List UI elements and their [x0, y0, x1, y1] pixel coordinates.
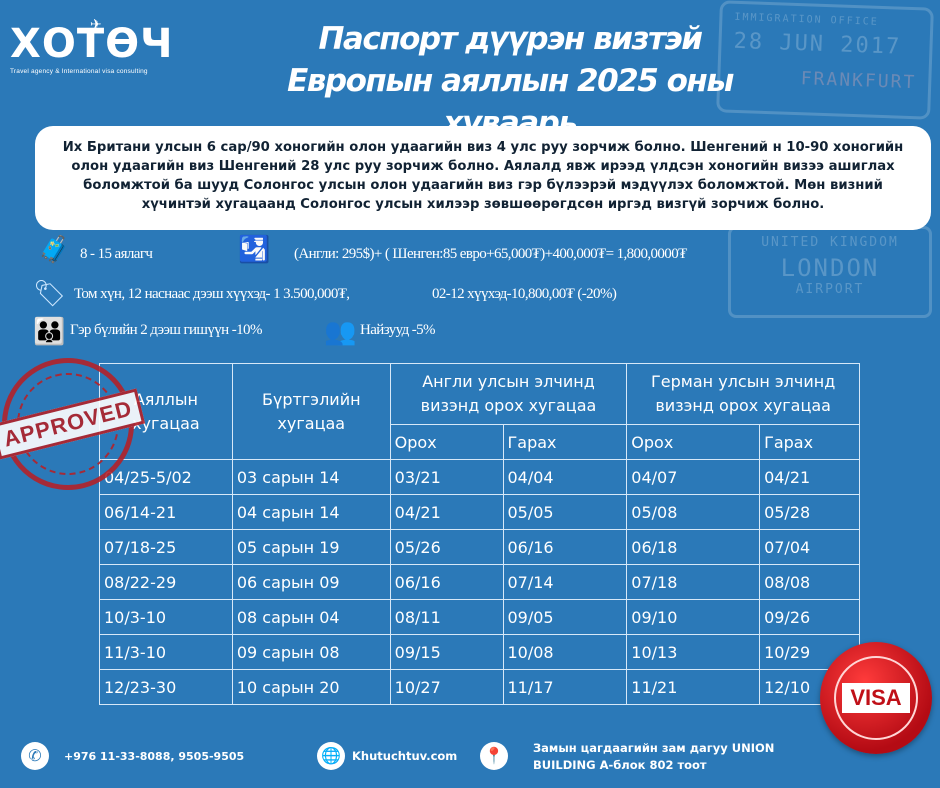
table-cell: 05 сарын 19: [231, 529, 391, 565]
footer-address: Замын цагдаагийн зам дагуу UNION BUILDIN…: [533, 741, 775, 772]
intro-text: Их Британи улсын 6 сар/90 хоногийн олон …: [35, 126, 931, 230]
family-icon: 👪: [33, 316, 66, 346]
table-cell: 05/28: [759, 494, 860, 530]
table-row: 08/22-29 06 сарын 09 06/16 07/14 07/18 08/08: [99, 564, 860, 600]
london-stamp: UNITED KINGDOM LONDON AIRPORT: [728, 226, 932, 318]
passport-icon: 🛂: [238, 234, 271, 264]
table-cell: 06/14-21: [99, 494, 233, 530]
table-cell: 05/05: [502, 494, 628, 530]
traveler-icon: 🧳: [38, 234, 71, 264]
child-price: 02-12 хүүхэд-10,800,00₮ (-20%): [432, 286, 617, 302]
table-cell: 11/21: [626, 669, 761, 705]
table-cell: 04/04: [502, 459, 628, 495]
table-cell: 10 сарын 20: [231, 669, 391, 705]
table-cell: 05/08: [626, 494, 761, 530]
brand-name: ХОТӨЧ: [10, 21, 174, 67]
plane-icon: ✈: [90, 16, 102, 32]
adult-price: Том хүн, 12 наснаас дээш хүүхэд- 1 3.500…: [74, 286, 350, 302]
table-cell: 11/3-10: [99, 634, 233, 670]
visa-seal: VISA: [820, 642, 932, 754]
london-label: LONDON: [780, 254, 880, 282]
table-cell: 04/21: [389, 494, 504, 530]
table-cell: 08/08: [759, 564, 860, 600]
table-cell: 07/04: [759, 529, 860, 565]
table-cell: 07/14: [502, 564, 628, 600]
table-cell: 05/26: [389, 529, 504, 565]
table-cell: 11/17: [502, 669, 628, 705]
table-cell: 09 сарын 08: [231, 634, 391, 670]
header-de-out: Гарах: [759, 424, 860, 460]
united-label: UNITED KINGDOM: [761, 235, 899, 250]
globe-icon: 🌐: [317, 742, 345, 770]
brand-tagline: Travel agency & International visa consu…: [10, 68, 148, 75]
footer-website[interactable]: Khutuchtuv.com: [352, 749, 458, 763]
table-cell: 10/3-10: [99, 599, 233, 635]
table-cell: 09/15: [389, 634, 504, 670]
header-trip: Аяллын хугацаа: [99, 363, 233, 460]
table-row: 10/3-10 08 сарын 04 08/11 09/05 09/10 09/26: [99, 599, 860, 635]
table-row: 06/14-21 04 сарын 14 04/21 05/05 05/08 05/28: [99, 494, 860, 530]
table-cell: 08/22-29: [99, 564, 233, 600]
table-cell: 09/26: [759, 599, 860, 635]
table-row: 07/18-25 05 сарын 19 05/26 06/16 06/18 07/04: [99, 529, 860, 565]
table-cell: 10/13: [626, 634, 761, 670]
friends-icon: 👥: [324, 316, 357, 346]
table-cell: 04/07: [626, 459, 761, 495]
phone-icon: ✆: [21, 742, 49, 770]
table-cell: 09/10: [626, 599, 761, 635]
page-title: Паспорт дүүрэн визтэй Европын аяллын 202…: [230, 18, 790, 144]
airport-label: AIRPORT: [795, 282, 865, 297]
title-line-1: Паспорт дүүрэн визтэй: [318, 21, 703, 57]
table-cell: 07/18: [626, 564, 761, 600]
location-pin-icon: 📍: [480, 742, 508, 770]
header-uk: Англи улсын элчинд визэнд орох хугацаа: [389, 363, 628, 425]
table-row: 11/3-10 09 сарын 08 09/15 10/08 10/13 10/29: [99, 634, 860, 670]
table-cell: 06/18: [626, 529, 761, 565]
table-cell: 03/21: [389, 459, 504, 495]
header-uk-out: Гарах: [502, 424, 628, 460]
table-row: 12/23-30 10 сарын 20 10/27 11/17 11/21 12/10: [99, 669, 860, 705]
brand-logo: ✈ ХОТӨЧ Travel agency & International vi…: [10, 16, 174, 75]
table-cell: 10/27: [389, 669, 504, 705]
table-cell: 06/16: [502, 529, 628, 565]
table-row: 04/25-5/02 03 сарын 14 03/21 04/04 04/07 04/2…: [99, 459, 860, 495]
table-cell: 12/23-30: [99, 669, 233, 705]
table-cell: 08 сарын 04: [231, 599, 391, 635]
header-uk-in: Орох: [389, 424, 504, 460]
schedule-table: Аяллын хугацаа Бүртгэлийн хугацаа Англи …: [99, 363, 860, 705]
table-cell: 08/11: [389, 599, 504, 635]
table-cell: 04 сарын 14: [231, 494, 391, 530]
footer-phone[interactable]: +976 11-33-8088, 9505-9505: [64, 750, 245, 763]
group-size: 8 - 15 аялагч: [80, 246, 153, 262]
header-de: Герман улсын элчинд визэнд орох хугацаа: [626, 363, 860, 425]
family-discount: Гэр бүлийн 2 дээш гишүүн -10%: [70, 322, 262, 338]
table-cell: 10/08: [502, 634, 628, 670]
price-formula: (Англи: 295$)+ ( Шенген:85 евро+65,000₮)…: [294, 246, 687, 262]
table-cell: 03 сарын 14: [231, 459, 391, 495]
visa-label: VISA: [842, 683, 910, 713]
table-cell: 06/16: [389, 564, 504, 600]
friends-discount: Найзууд -5%: [360, 322, 436, 338]
table-cell: 07/18-25: [99, 529, 233, 565]
table-cell: 09/05: [502, 599, 628, 635]
table-cell: 04/21: [759, 459, 860, 495]
header-de-in: Орох: [626, 424, 761, 460]
title-line-2: Европын аяллын 2025 оны хуваарь: [287, 63, 734, 141]
header-registration: Бүртгэлийн хугацаа: [231, 363, 391, 460]
table-cell: 06 сарын 09: [231, 564, 391, 600]
price-tag-icon: 🏷: [33, 278, 67, 308]
